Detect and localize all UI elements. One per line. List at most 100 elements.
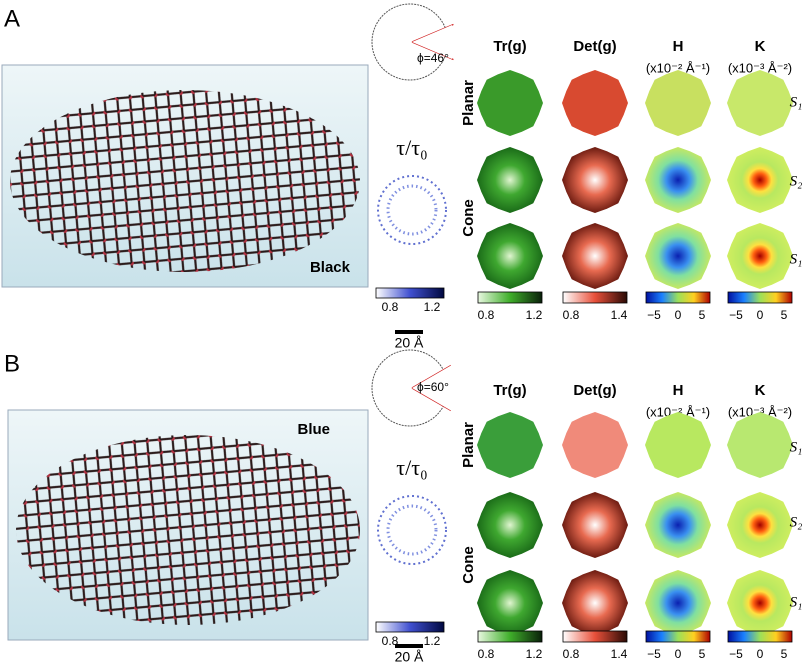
colorbar-tick: 0.8 <box>563 308 580 322</box>
heatmap <box>645 492 711 558</box>
column-title: Tr(g) <box>493 382 526 399</box>
colorbar-tick: −5 <box>729 308 743 322</box>
heatmap <box>477 147 543 213</box>
colorbar-tick: 0 <box>675 647 682 661</box>
heatmap <box>477 70 543 136</box>
scale-label: 20 Å <box>395 335 424 351</box>
colorbar-tick: 1.4 <box>611 647 628 661</box>
tau-tick: 1.2 <box>424 300 441 314</box>
colorbar <box>727 291 793 304</box>
column-title: Tr(g) <box>493 38 526 55</box>
heatmap <box>727 492 793 558</box>
lattice <box>16 435 360 625</box>
colorbar-tick: 5 <box>781 647 788 661</box>
row-tag: S₁ <box>790 94 803 110</box>
tau-colorbar <box>375 287 445 299</box>
column-title: K <box>755 382 766 399</box>
column-title: H <box>673 38 684 55</box>
row-tag: S₁ <box>790 251 803 267</box>
colorbar-tick: 0.8 <box>563 647 580 661</box>
heatmap <box>727 70 793 136</box>
tau-tick: 1.2 <box>424 634 441 648</box>
heatmap <box>477 492 543 558</box>
colorbar-tick: 1.2 <box>526 308 543 322</box>
tau-label: τ/τ₀ <box>396 135 427 160</box>
heatmap <box>562 492 628 558</box>
colorbar-tick: −5 <box>729 647 743 661</box>
colorbar-tick: 5 <box>699 647 706 661</box>
heatmap <box>477 412 543 478</box>
colorbar-tick: 5 <box>781 308 788 322</box>
colorbar-tick: −5 <box>647 647 661 661</box>
angle-label: ϕ=60° <box>417 380 449 394</box>
heatmap <box>562 412 628 478</box>
colorbar <box>645 630 711 643</box>
tau-tick: 0.8 <box>382 300 399 314</box>
colorbar <box>562 291 628 304</box>
angle-label: ϕ=46° <box>417 51 449 65</box>
row-tag: S₂ <box>790 514 803 530</box>
tau-colorbar <box>375 621 445 633</box>
colorbar-tick: 0 <box>757 647 764 661</box>
row-tag: S₁ <box>790 594 803 610</box>
heatmap <box>727 570 793 636</box>
colorbar-tick: −5 <box>647 308 661 322</box>
colorbar <box>562 630 628 643</box>
row-label: Planar <box>460 422 477 468</box>
colorbar-tick: 0.8 <box>478 647 495 661</box>
material-label: Blue <box>297 421 330 438</box>
heatmap <box>645 412 711 478</box>
tau-map-inner <box>386 184 438 236</box>
tau-label: τ/τ₀ <box>396 455 427 480</box>
cut-wedge <box>411 364 452 412</box>
colorbar <box>477 630 543 643</box>
scale-bar <box>395 644 423 648</box>
column-unit: (x10⁻² Å⁻¹) <box>646 404 710 419</box>
row-tag: S₂ <box>790 173 803 189</box>
heatmap <box>477 570 543 636</box>
colorbar-tick: 0.8 <box>478 308 495 322</box>
scale-bar <box>395 330 423 334</box>
panel: A Black ϕ=46° τ/τ₀ 0.8 1.2 20 Å Tr(g) 0.8 1.2 Det(… <box>1 3 803 351</box>
heatmap <box>562 570 628 636</box>
column-title: K <box>755 38 766 55</box>
cut-gap <box>412 364 452 412</box>
column-title: Det(g) <box>573 382 616 399</box>
column-unit: (x10⁻² Å⁻¹) <box>646 60 710 75</box>
heatmap <box>645 570 711 636</box>
colorbar-tick: 0 <box>757 308 764 322</box>
column-unit: (x10⁻³ Å⁻²) <box>728 404 792 419</box>
cut-gap <box>412 25 452 59</box>
column-title: H <box>673 382 684 399</box>
heatmap <box>645 223 711 289</box>
colorbar-tick: 5 <box>699 308 706 322</box>
colorbar-tick: 1.4 <box>611 308 628 322</box>
row-label: Cone <box>460 546 477 584</box>
colorbar-tick: 0 <box>675 308 682 322</box>
material-label: Black <box>310 259 351 276</box>
heatmap <box>562 70 628 136</box>
heatmap <box>562 223 628 289</box>
scale-label: 20 Å <box>395 649 424 665</box>
heatmap <box>645 147 711 213</box>
colorbar <box>645 291 711 304</box>
colorbar <box>477 291 543 304</box>
row-label: Planar <box>460 80 477 126</box>
heatmap <box>727 223 793 289</box>
panel-label: B <box>4 350 20 377</box>
heatmap <box>645 70 711 136</box>
heatmap <box>477 223 543 289</box>
tau-map-inner <box>386 504 438 556</box>
row-tag: S₁ <box>790 439 803 455</box>
lattice <box>10 90 360 272</box>
column-title: Det(g) <box>573 38 616 55</box>
heatmap <box>727 412 793 478</box>
colorbar <box>727 630 793 643</box>
column-unit: (x10⁻³ Å⁻²) <box>728 60 792 75</box>
colorbar-tick: 1.2 <box>526 647 543 661</box>
heatmap <box>727 147 793 213</box>
heatmap <box>562 147 628 213</box>
